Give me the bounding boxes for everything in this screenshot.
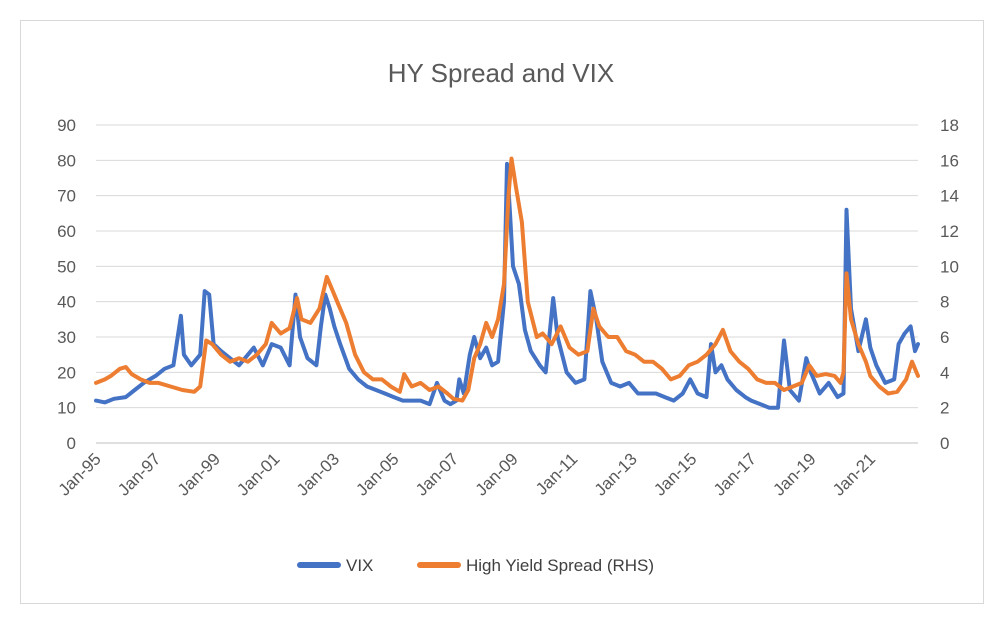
legend-label-vix: VIX [346,556,373,575]
x-tick-label: Jan-05 [352,449,402,499]
legend-label-hy-spread: High Yield Spread (RHS) [466,556,654,575]
x-tick-label: Jan-01 [233,449,283,499]
hy-spread-series-line [94,156,920,403]
left-tick-label: 60 [57,222,76,241]
x-tick-label: Jan-15 [650,449,700,499]
legend: VIX High Yield Spread (RHS) [297,556,654,575]
right-tick-label: 18 [940,116,959,135]
x-axis: Jan-95 Jan-97 Jan-99 Jan-01 Jan-03 Jan-05 Jan-… [55,449,880,499]
right-tick-label: 8 [940,293,949,312]
x-tick-label: Jan-21 [829,449,879,499]
x-tick-label: Jan-07 [412,449,462,499]
left-tick-label: 20 [57,363,76,382]
left-tick-label: 40 [57,293,76,312]
right-tick-label: 16 [940,151,959,170]
left-tick-label: 70 [57,187,76,206]
x-tick-label: Jan-13 [591,449,641,499]
x-tick-label: Jan-19 [769,449,819,499]
chart-title: HY Spread and VIX [388,58,614,88]
series-lines [94,156,920,410]
left-tick-label: 90 [57,116,76,135]
left-y-axis: 0 10 20 30 40 50 60 70 80 90 [57,116,76,453]
right-tick-label: 14 [940,187,959,206]
left-tick-label: 50 [57,257,76,276]
x-tick-label: Jan-99 [174,449,224,499]
x-tick-label: Jan-97 [114,449,164,499]
x-tick-label: Jan-11 [532,449,581,498]
vix-series-line [94,161,920,410]
right-tick-label: 4 [940,363,949,382]
x-tick-label: Jan-95 [55,449,105,499]
x-tick-label: Jan-09 [472,449,522,499]
right-tick-label: 2 [940,399,949,418]
x-tick-label: Jan-03 [293,449,343,499]
right-tick-label: 12 [940,222,959,241]
gridlines [96,124,918,444]
x-tick-label: Jan-17 [710,449,760,499]
right-y-axis: 0 2 4 6 8 10 12 14 16 18 [940,116,959,453]
left-tick-label: 80 [57,151,76,170]
left-tick-label: 0 [67,434,76,453]
left-tick-label: 10 [57,399,76,418]
right-tick-label: 10 [940,257,959,276]
left-tick-label: 30 [57,328,76,347]
right-tick-label: 6 [940,328,949,347]
right-tick-label: 0 [940,434,949,453]
